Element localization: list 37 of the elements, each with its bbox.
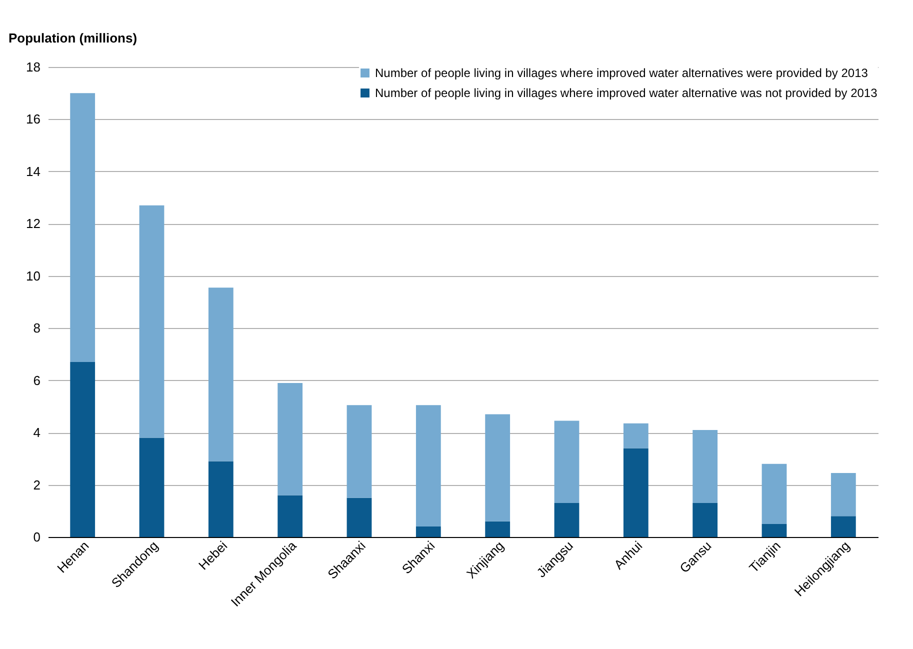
legend-label: Number of people living in villages where improved water alternative was not provided by 2013 xyxy=(375,86,878,100)
y-tick-label: 18 xyxy=(26,60,40,74)
y-tick-label: 6 xyxy=(33,372,40,388)
bar xyxy=(416,526,441,537)
legend-label: Number of people living in villages where improved water alternatives were provided by 2013 xyxy=(375,66,868,80)
y-tick-label: 4 xyxy=(33,425,40,440)
bar xyxy=(762,524,787,537)
bar xyxy=(554,420,580,504)
y-tick-label: 12 xyxy=(26,216,40,232)
bar xyxy=(623,423,648,448)
bar xyxy=(554,503,580,537)
bar xyxy=(208,288,234,462)
y-tick-label: 10 xyxy=(26,268,40,284)
bar xyxy=(208,461,234,537)
bar xyxy=(485,414,510,522)
bar xyxy=(139,205,164,438)
y-tick-label: 8 xyxy=(33,320,40,336)
bar xyxy=(830,516,856,537)
bar xyxy=(346,405,372,498)
bar xyxy=(139,438,164,537)
bar xyxy=(278,382,303,496)
bar xyxy=(830,473,856,516)
bar xyxy=(70,362,96,537)
bar xyxy=(416,405,441,527)
bar xyxy=(70,93,96,362)
y-tick-label: 16 xyxy=(26,112,40,127)
bar xyxy=(762,464,787,524)
bar xyxy=(623,448,648,537)
bar xyxy=(485,521,510,537)
bar xyxy=(278,495,303,537)
bar xyxy=(692,430,718,504)
bar xyxy=(346,498,372,537)
y-axis-title: Population (millions) xyxy=(8,30,138,46)
y-tick-label: 0 xyxy=(33,530,40,544)
y-tick-label: 14 xyxy=(26,164,40,179)
y-tick-label: 2 xyxy=(33,477,40,492)
bar xyxy=(692,503,718,537)
